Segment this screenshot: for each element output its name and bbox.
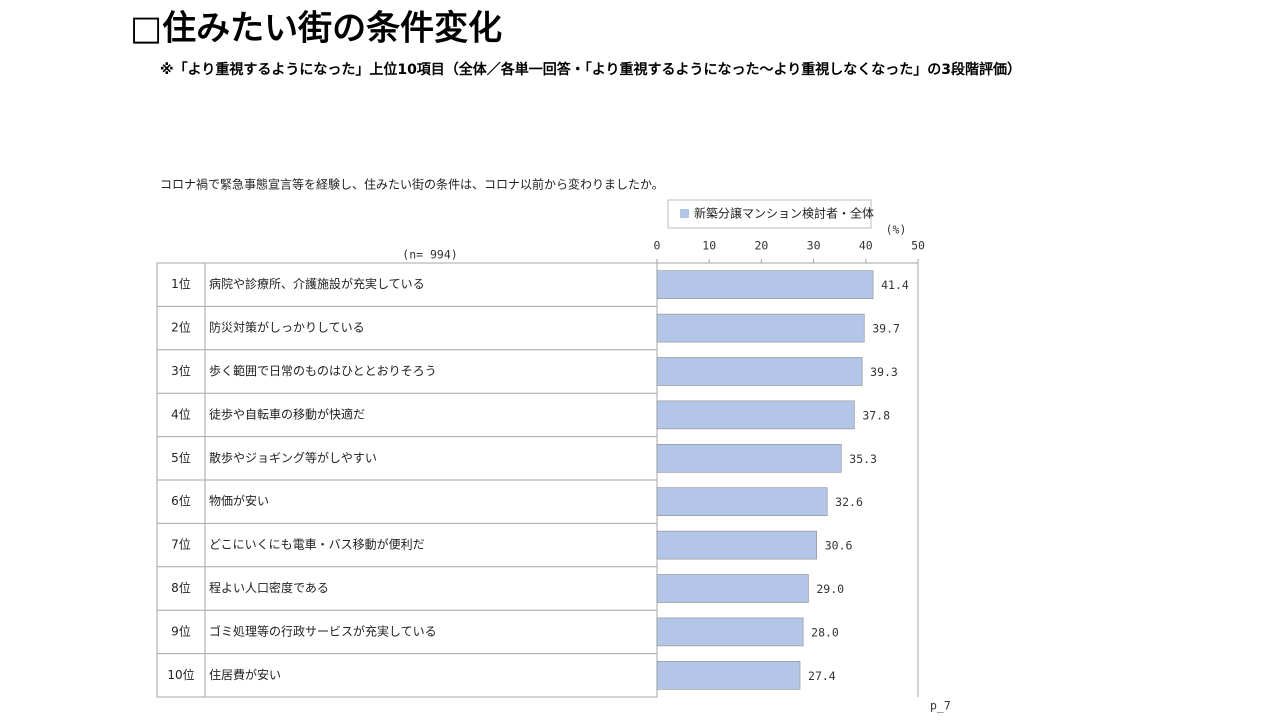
category-label: 歩く範囲で日常のものはひととおりそろう	[209, 363, 437, 378]
bar	[656, 530, 818, 560]
value-label: 32.6	[835, 495, 863, 509]
unit-label: (%)	[886, 223, 907, 237]
category-label: 病院や診療所、介護施設が充実している	[209, 276, 425, 291]
rank-label: 6位	[171, 493, 191, 508]
rank-label: 10位	[167, 667, 194, 682]
legend-label: 新築分譲マンション検討者・全体	[694, 206, 874, 221]
value-label: 27.4	[808, 669, 836, 683]
x-tick-label: 30	[807, 239, 821, 253]
page-number: p_7	[930, 699, 951, 713]
rank-label: 5位	[171, 450, 191, 465]
rank-label: 9位	[171, 623, 191, 638]
rank-label: 3位	[171, 363, 191, 378]
value-label: 35.3	[849, 452, 877, 466]
sample-size: (n= 994)	[402, 248, 457, 262]
value-label: 28.0	[811, 625, 839, 639]
rank-label: 1位	[171, 276, 191, 291]
slide-title: □住みたい街の条件変化	[130, 9, 502, 49]
value-label: 39.3	[870, 365, 898, 379]
bar	[656, 574, 809, 603]
rank-label: 7位	[171, 537, 191, 552]
x-tick-label: 10	[702, 239, 716, 253]
legend-box	[667, 199, 872, 229]
x-tick-label: 40	[859, 239, 873, 253]
bar	[656, 357, 863, 386]
bar	[656, 313, 865, 343]
bar	[656, 487, 828, 517]
rank-label: 2位	[171, 320, 191, 335]
category-label: 散歩やジョギング等がしやすい	[209, 450, 377, 465]
category-label: 物価が安い	[209, 493, 269, 508]
legend-swatch	[680, 209, 689, 218]
x-tick-label: 20	[754, 239, 768, 253]
value-label: 37.8	[862, 408, 890, 422]
category-label: 防災対策がしっかりしている	[209, 320, 365, 335]
category-label: 程よい人口密度である	[209, 580, 329, 595]
value-label: 30.6	[825, 539, 853, 553]
bar	[656, 660, 801, 690]
x-tick-label: 50	[911, 239, 925, 253]
category-label: ゴミ処理等の行政サービスが充実している	[209, 623, 437, 638]
bar	[656, 617, 804, 647]
category-label: 徒歩や自転車の移動が快適だ	[209, 406, 365, 421]
bar	[656, 400, 855, 430]
category-label: 住居費が安い	[209, 667, 281, 682]
value-label: 41.4	[881, 278, 909, 292]
category-label: どこにいくにも電車・バス移動が便利だ	[209, 537, 425, 552]
x-tick-label: 0	[654, 239, 661, 253]
bar	[656, 270, 874, 300]
question: コロナ禍で緊急事態宣言等を経験し、住みたい街の条件は、コロナ以前から変わりました…	[160, 177, 664, 192]
rank-label: 8位	[171, 580, 191, 595]
value-label: 29.0	[816, 582, 844, 596]
rank-label: 4位	[171, 406, 191, 421]
bar	[656, 443, 842, 473]
value-label: 39.7	[872, 322, 900, 336]
subtitle: ※「より重視するようになった」上位10項目（全体／各単一回答・「より重視するよう…	[160, 61, 1021, 78]
